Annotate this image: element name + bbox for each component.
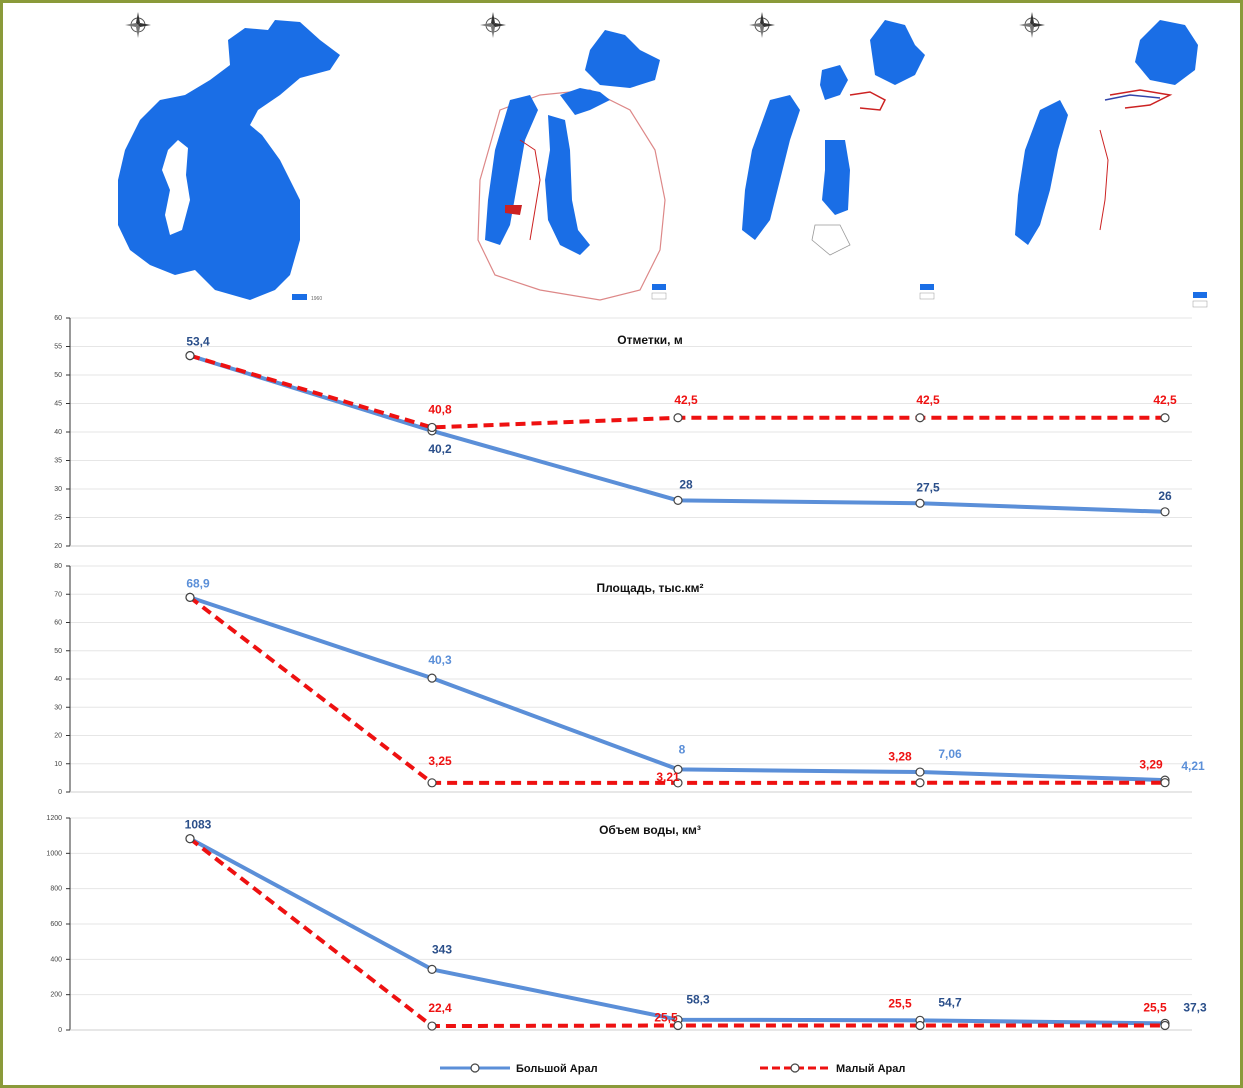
data-label: 3,25: [428, 754, 452, 768]
map-3: [742, 11, 935, 300]
chart-title: Объем воды, км³: [599, 823, 701, 837]
map-thumbnails: 1960: [118, 11, 1208, 308]
data-label: 1083: [185, 818, 212, 832]
data-point: [673, 495, 683, 505]
y-tick-label: 50: [54, 648, 62, 655]
data-point: [427, 422, 437, 433]
data-label: 27,5: [916, 480, 940, 494]
y-tick-label: 80: [54, 563, 62, 570]
data-label: 26: [1158, 489, 1172, 503]
y-tick-label: 45: [54, 401, 62, 408]
data-label: 28: [679, 477, 693, 491]
data-label: 40,8: [428, 402, 452, 416]
data-point: [185, 351, 195, 361]
data-label: 40,3: [428, 653, 452, 667]
legend-label: Большой Арал: [516, 1063, 598, 1075]
data-point: [185, 834, 195, 844]
y-tick-label: 0: [58, 1027, 62, 1034]
series-line-small-aral: [188, 595, 1166, 785]
series-line-big-aral: [189, 595, 1166, 783]
data-label: 40,2: [428, 442, 452, 456]
y-tick-label: 800: [50, 886, 62, 893]
chart-title: Площадь, тыс.км²: [596, 581, 703, 595]
data-point: [915, 1020, 925, 1031]
series-line-small-aral: [188, 837, 1165, 1029]
y-tick-label: 55: [54, 344, 62, 351]
data-label: 3,28: [888, 750, 912, 764]
data-point: [185, 592, 195, 602]
data-label: 4,21: [1181, 759, 1205, 773]
data-point: [673, 764, 683, 775]
data-label: 3,29: [1139, 758, 1163, 772]
data-label: 7,06: [938, 747, 962, 761]
data-point: [915, 413, 925, 423]
series-line-big-aral: [189, 353, 1166, 514]
y-tick-label: 25: [54, 515, 62, 522]
data-point: [915, 767, 925, 777]
data-label: 68,9: [186, 576, 210, 590]
y-tick-label: 1200: [46, 815, 62, 822]
data-point: [673, 778, 683, 788]
y-tick-label: 20: [54, 733, 62, 740]
data-point: [673, 1020, 683, 1031]
data-label: 25,5: [1143, 1000, 1167, 1014]
data-label: 25,5: [888, 996, 912, 1010]
y-tick-label: 35: [54, 458, 62, 465]
data-point: [427, 778, 437, 788]
data-label: 53,4: [186, 335, 210, 349]
data-label: 37,3: [1183, 1000, 1207, 1014]
data-label: 25,5: [654, 1010, 678, 1024]
series-line-big-aral: [189, 836, 1166, 1026]
data-point: [427, 1021, 437, 1031]
data-label: 54,7: [938, 995, 962, 1009]
y-tick-label: 1000: [46, 850, 62, 857]
y-tick-label: 60: [54, 620, 62, 627]
y-tick-label: 50: [54, 372, 62, 379]
map-2: [477, 11, 667, 301]
legend-marker: [790, 1063, 800, 1073]
y-tick-label: 60: [54, 315, 62, 322]
y-tick-label: 70: [54, 591, 62, 598]
y-tick-label: 600: [50, 921, 62, 928]
data-point: [1160, 507, 1170, 517]
y-tick-label: 200: [50, 992, 62, 999]
map-1960: 1960: [118, 11, 340, 302]
y-tick-label: 30: [54, 486, 62, 493]
data-point: [1160, 1020, 1170, 1031]
y-tick-label: 40: [54, 429, 62, 436]
data-label: 42,5: [674, 393, 698, 407]
data-point: [915, 778, 925, 788]
data-point: [673, 413, 683, 423]
data-point: [427, 673, 437, 683]
data-label: 8: [679, 742, 686, 756]
map-legend-label: 1960: [311, 296, 322, 302]
y-tick-label: 40: [54, 676, 62, 683]
data-point: [1160, 778, 1170, 788]
data-label: 3,21: [656, 770, 680, 784]
y-tick-label: 10: [54, 761, 62, 768]
data-point: [1160, 413, 1170, 423]
data-label: 58,3: [686, 993, 710, 1007]
data-label: 343: [432, 942, 452, 956]
map-4: [1015, 11, 1208, 308]
data-label: 22,4: [428, 1001, 452, 1015]
map-row: 1960: [0, 0, 1243, 310]
y-tick-label: 400: [50, 956, 62, 963]
y-tick-label: 20: [54, 543, 62, 550]
y-tick-label: 30: [54, 704, 62, 711]
data-point: [915, 498, 925, 508]
data-label: 42,5: [1153, 393, 1177, 407]
data-label: 42,5: [916, 393, 940, 407]
chart-title: Отметки, м: [617, 333, 683, 347]
data-point: [427, 964, 437, 975]
legend-marker: [470, 1063, 480, 1073]
legend-label: Малый Арал: [836, 1063, 905, 1075]
y-tick-label: 0: [58, 789, 62, 796]
